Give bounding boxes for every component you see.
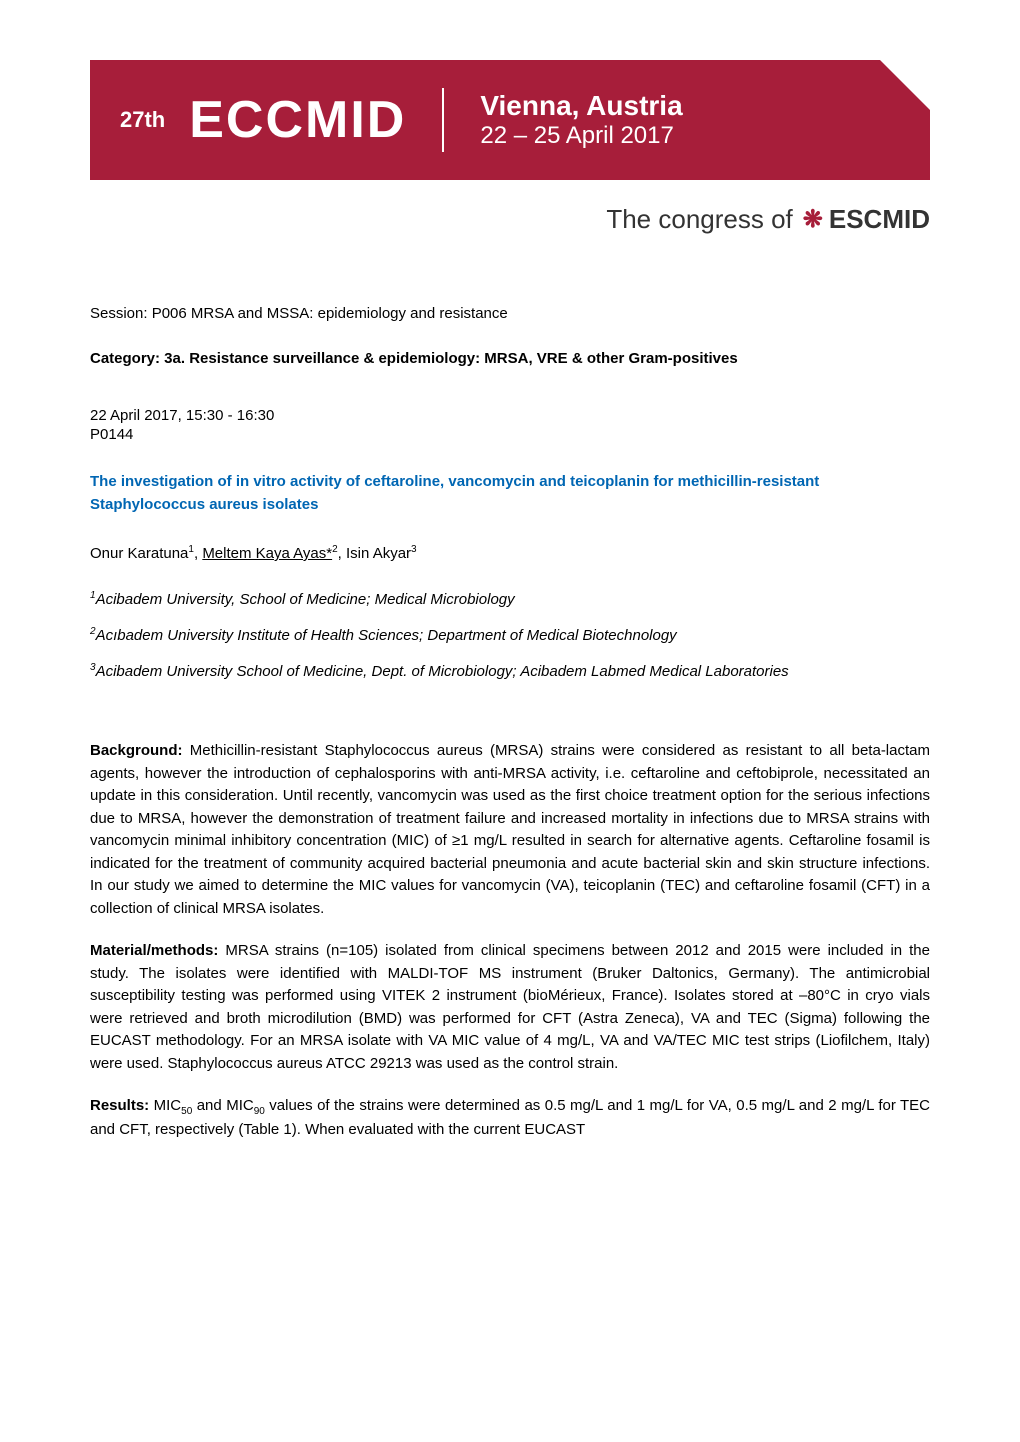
abstract-title: The investigation of in vitro activity o… [90,471,930,516]
org-name: ESCMID [829,204,930,235]
session-info: Session: P006 MRSA and MSSA: epidemiolog… [90,305,930,322]
results-sub-90: 90 [254,1106,265,1117]
category-info: Category: 3a. Resistance surveillance & … [90,350,930,367]
background-section: Background: Methicillin-resistant Staphy… [90,740,930,920]
banner-inner: 27th ECCMID Vienna, Austria 22 – 25 Apri… [120,88,900,152]
results-text-2: and MIC [192,1097,253,1114]
location-text: Vienna, Austria [480,90,682,122]
affil-1-text: Acibadem University, School of Medicine;… [96,591,515,608]
affil-3-text: Acibadem University School of Medicine, … [96,663,789,680]
congress-tagline: The congress of ❋ ESCMID [90,204,930,235]
vertical-divider [442,88,444,152]
author-1: Onur Karatuna [90,545,188,562]
conference-brand: ECCMID [189,90,406,150]
edition-number: 27th [120,107,165,133]
methods-section: Material/methods: MRSA strains (n=105) i… [90,940,930,1075]
snowflake-icon: ❋ [803,205,823,234]
results-label: Results: [90,1097,149,1114]
affiliation-1: 1Acibadem University, School of Medicine… [90,590,930,608]
affil-2-text: Acıbadem University Institute of Health … [96,627,677,644]
results-text-1: MIC [149,1097,181,1114]
poster-number: P0144 [90,426,930,443]
datetime-info: 22 April 2017, 15:30 - 16:30 [90,407,930,424]
background-text: Methicillin-resistant Staphylococcus aur… [90,742,930,917]
author-1-sup: 1 [188,544,194,555]
methods-label: Material/methods: [90,942,218,959]
corner-fold [880,60,930,110]
author-3-sup: 3 [411,544,417,555]
background-label: Background: [90,742,183,759]
author-3: Isin Akyar [346,545,411,562]
results-section: Results: MIC50 and MIC90 values of the s… [90,1095,930,1142]
location-block: Vienna, Austria 22 – 25 April 2017 [480,90,682,150]
author-2-sup: 2 [332,544,338,555]
affiliation-2: 2Acıbadem University Institute of Health… [90,626,930,644]
conference-banner: 27th ECCMID Vienna, Austria 22 – 25 Apri… [90,60,930,180]
affiliation-3: 3Acibadem University School of Medicine,… [90,662,930,680]
author-list: Onur Karatuna1, Meltem Kaya Ayas*2, Isin… [90,544,930,562]
congress-prefix: The congress of [606,204,792,235]
escmid-logo: ❋ ESCMID [803,204,930,235]
dates-text: 22 – 25 April 2017 [480,122,682,150]
methods-text: MRSA strains (n=105) isolated from clini… [90,942,930,1072]
results-sub-50: 50 [181,1106,192,1117]
author-2: Meltem Kaya Ayas* [202,545,332,562]
